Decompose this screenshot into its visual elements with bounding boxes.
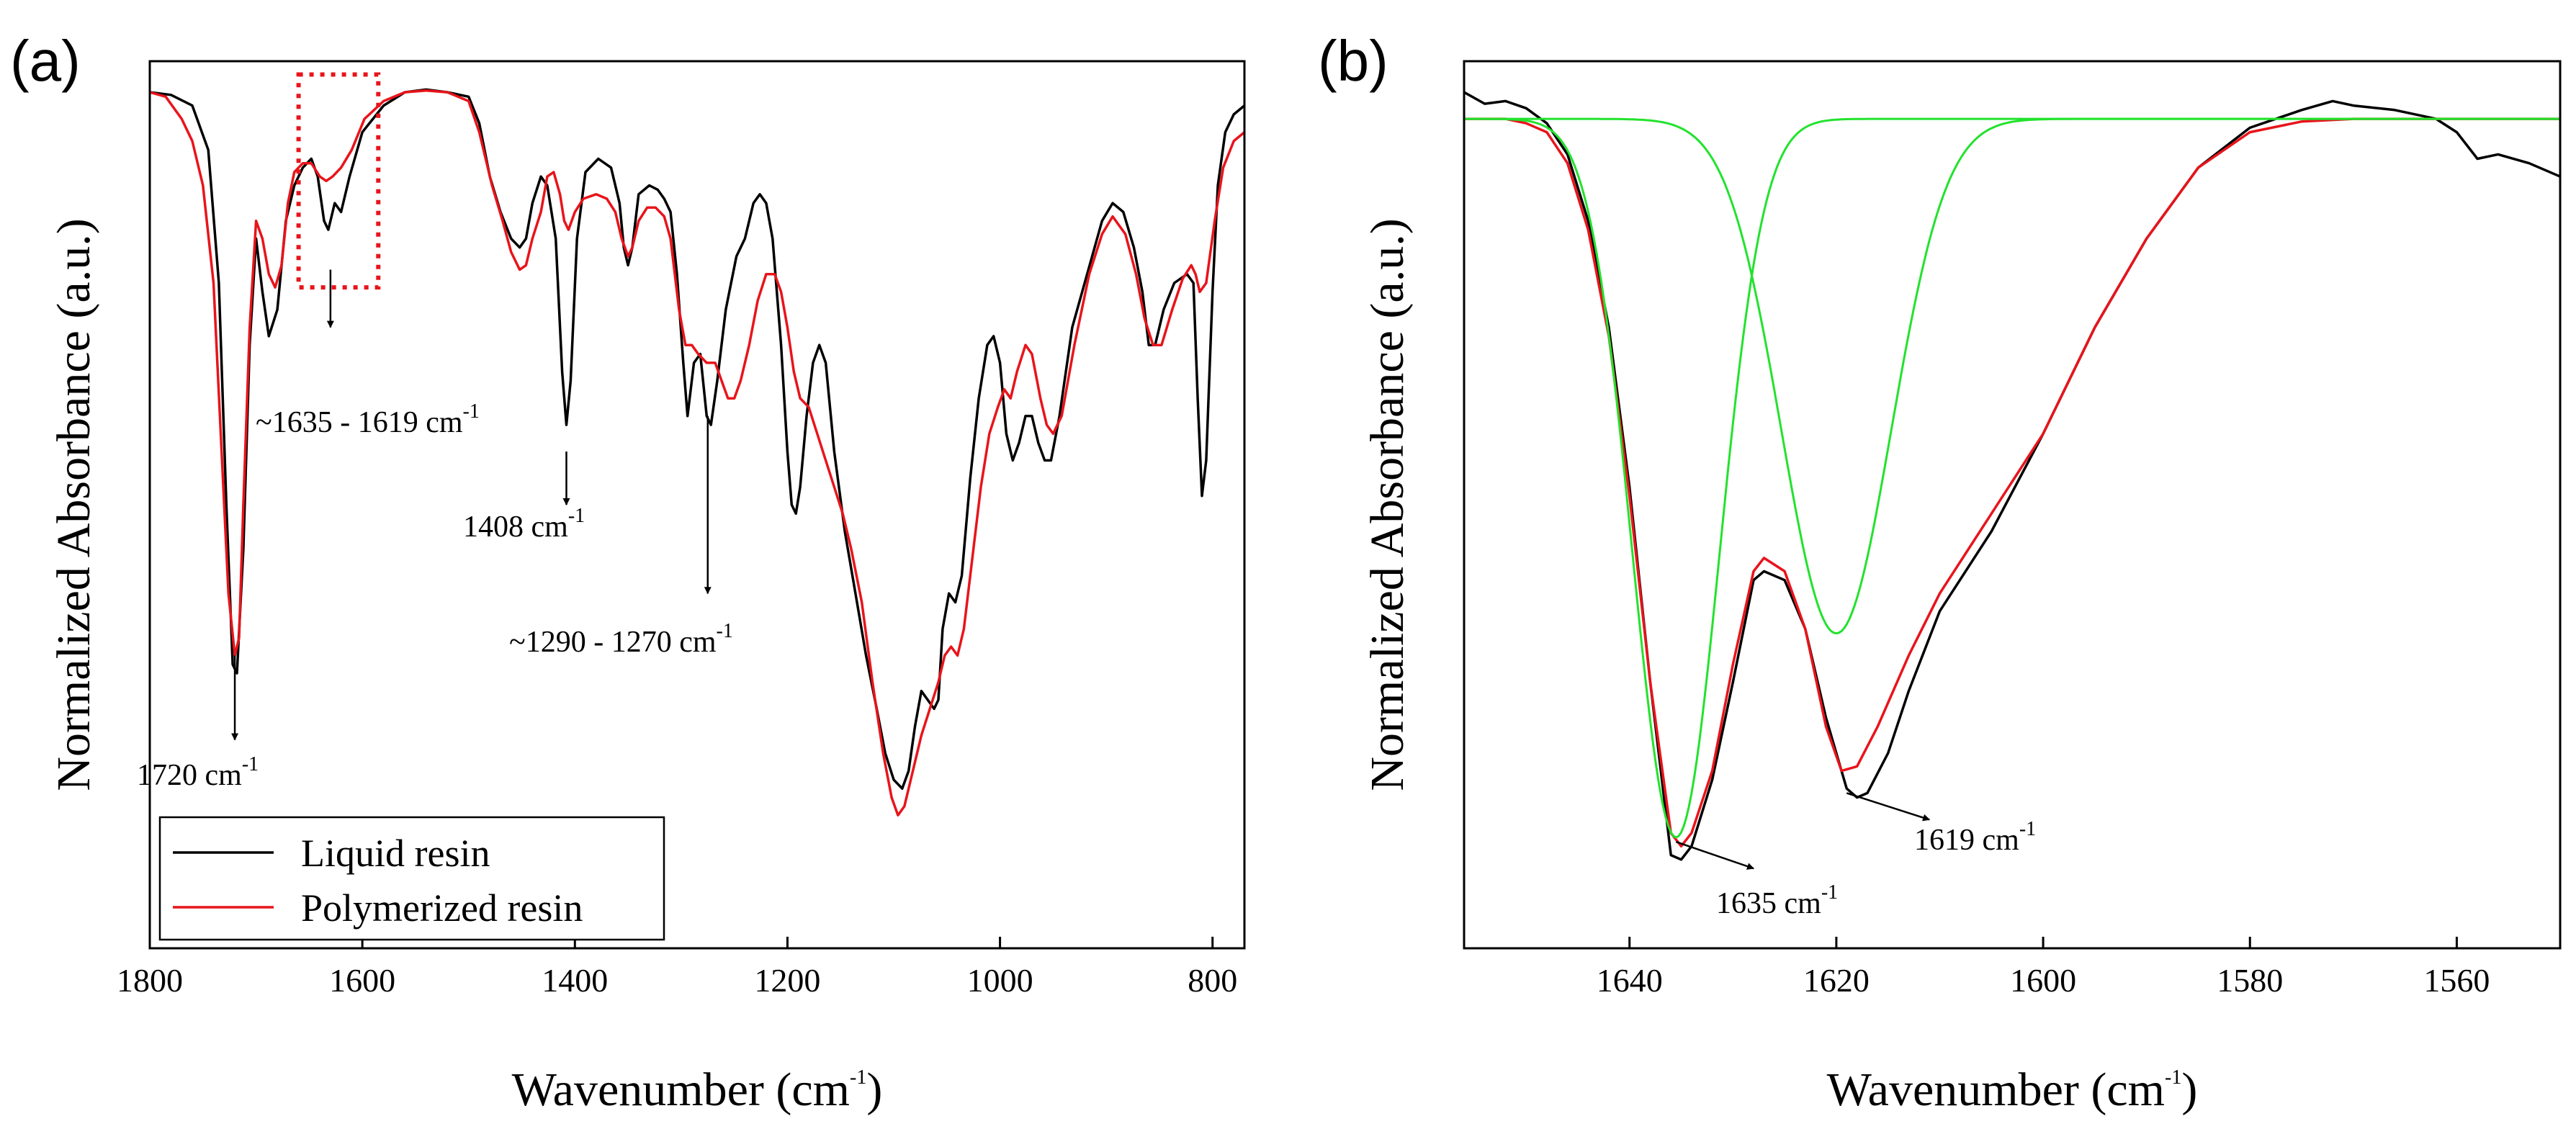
series-line-liquid-resin <box>149 88 1246 790</box>
series-line-measured-spectrum <box>1463 91 2561 861</box>
panel-a-xtick-label: 1400 <box>542 962 608 999</box>
legend: Liquid resin Polymerized resin <box>158 816 665 941</box>
panel-a-xtick-label: 800 <box>1188 962 1237 999</box>
panel-b: (b) 1640 1620 1600 1580 1560 1635 cm-1 1619 c… <box>1318 29 2562 1116</box>
panel-b-xtick-label: 1560 <box>2423 962 2490 999</box>
panel-a-xtick-label: 1600 <box>329 962 395 999</box>
panel-b-ylabel: Normalized Absorbance (a.u.) <box>1361 218 1414 791</box>
panel-a-xlabel: Wavenumber (cm-1) <box>512 1063 883 1116</box>
panel-a-label: (a) <box>10 29 81 93</box>
panel-a-xtick-label: 1000 <box>967 962 1033 999</box>
panel-b-xlabel: Wavenumber (cm-1) <box>1827 1063 2198 1116</box>
panel-b-xtick-label: 1640 <box>1597 962 1663 999</box>
panel-a-ylabel: Normalized Absorbance (a.u.) <box>48 218 100 791</box>
legend-label-polymerized-resin: Polymerized resin <box>301 886 583 930</box>
panel-b-xtick-label: 1600 <box>2010 962 2076 999</box>
panel-a: (a) 1800 1600 1400 1200 1000 800 1720 cm-1 ~16… <box>10 29 1246 1116</box>
legend-label-liquid-resin: Liquid resin <box>301 832 490 875</box>
annotation-label: 1619 cm-1 <box>1914 818 2036 857</box>
annotation-arrow <box>1846 792 1931 822</box>
panel-a-axes-frame <box>148 60 1246 950</box>
legend-box <box>158 816 665 941</box>
annotation-label: 1408 cm-1 <box>463 505 585 544</box>
highlight-box <box>296 72 381 290</box>
panel-b-xtick-label: 1620 <box>1803 962 1870 999</box>
panel-b-xtick-label: 1580 <box>2217 962 2283 999</box>
panel-a-xtick-label: 1200 <box>754 962 820 999</box>
panel-b-axes-frame <box>1463 60 2562 950</box>
series-line-polymerized-resin <box>149 89 1246 817</box>
panel-a-xtick-label: 1800 <box>117 962 183 999</box>
annotation-label: 1720 cm-1 <box>137 753 259 792</box>
annotation-label: ~1290 - 1270 cm-1 <box>509 620 733 659</box>
panel-b-label: (b) <box>1318 29 1388 93</box>
annotation-label: ~1635 - 1619 cm-1 <box>256 400 480 439</box>
series-line-fitted-peak-1619 <box>1464 117 2560 635</box>
series-line-cumulative-fit <box>1464 117 2560 848</box>
annotation-arrow <box>1675 840 1754 870</box>
annotation-label: 1635 cm-1 <box>1716 881 1838 920</box>
